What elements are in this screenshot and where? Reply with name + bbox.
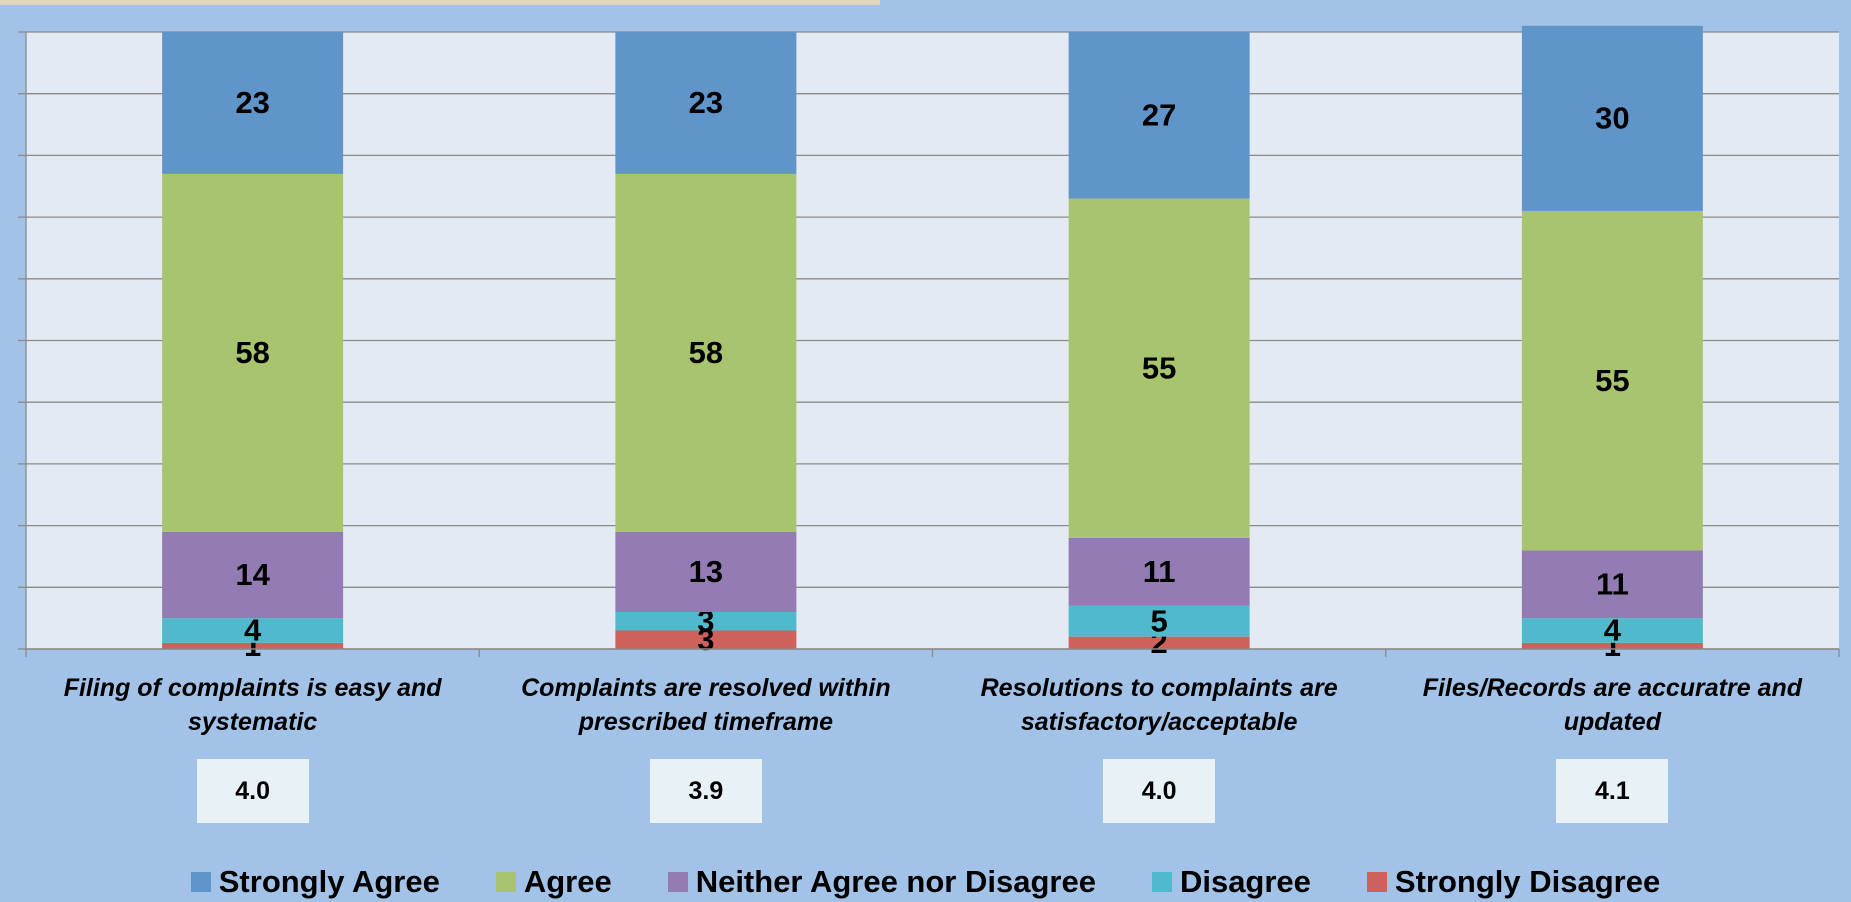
data-label: 23 [235,85,269,120]
score-box: 4.0 [1103,759,1216,823]
bar-segment [162,642,344,649]
legend-label: Disagree [1179,864,1311,899]
bar-segment [615,630,797,649]
bar-segment [1068,537,1250,606]
legend-item: Agree [495,864,612,900]
bar-segment [615,611,797,631]
bar-segment [1521,210,1703,551]
legend-item: Neither Agree nor Disagree [667,864,1096,900]
data-label: 11 [1596,566,1629,601]
legend-swatch [495,872,516,892]
bar-segment [1521,550,1703,619]
legend-label: Neither Agree nor Disagree [695,864,1096,899]
data-label: 58 [235,335,269,370]
bar-segment [162,618,344,643]
data-label: 58 [689,335,723,370]
legend-item: Strongly Disagree [1366,864,1661,900]
banner [0,0,880,5]
legend-swatch [1366,872,1387,892]
x-tick-label: Filing of complaints is easy and systema… [63,674,442,736]
data-label: 11 [1143,554,1176,589]
bar-segment [1521,642,1703,649]
legend-swatch [667,872,688,892]
bar-segment [1068,605,1250,637]
score-box: 4.1 [1556,759,1669,823]
bar-segment [1068,32,1250,199]
legend-item: Disagree [1151,864,1311,900]
legend-swatch [190,872,211,892]
bar-segment [1521,618,1703,643]
data-label: 55 [1595,363,1629,398]
x-tick-label: Complaints are resolved within prescribe… [521,674,891,736]
score-box: 4.0 [196,759,309,823]
data-label: 4 [244,613,262,648]
data-label: 23 [689,85,723,120]
legend-label: Strongly Agree [218,864,440,899]
legend: Strongly Agree Agree Neither Agree nor Dis… [0,864,1851,900]
x-tick-label: Files/Records are accuratre and updated [1422,674,1803,736]
bar-segment [1521,25,1703,211]
legend-label: Strongly Disagree [1394,864,1661,899]
bar-segment [1068,636,1250,649]
bar-segment [1068,198,1250,538]
bar-segment [615,32,797,174]
data-label: 30 [1595,101,1629,136]
data-label: 4 [1604,613,1622,648]
data-label: 55 [1142,350,1176,385]
data-label: 27 [1142,97,1176,132]
data-label: 13 [689,554,723,589]
bar-segment [162,531,344,619]
legend-label: Agree [523,864,612,899]
data-label: 14 [235,557,270,592]
x-tick-label: Resolutions to complaints are satisfacto… [980,674,1338,736]
bar-segment [615,531,797,612]
bar-segment [162,173,344,532]
legend-item: Strongly Agree [190,864,440,900]
data-label: 5 [1151,603,1168,638]
data-label: 3 [697,622,714,657]
data-label: 3 [697,603,714,638]
legend-swatch [1151,872,1172,892]
bar-segment [615,173,797,532]
score-box: 3.9 [649,759,762,823]
bar-segment [162,32,344,174]
